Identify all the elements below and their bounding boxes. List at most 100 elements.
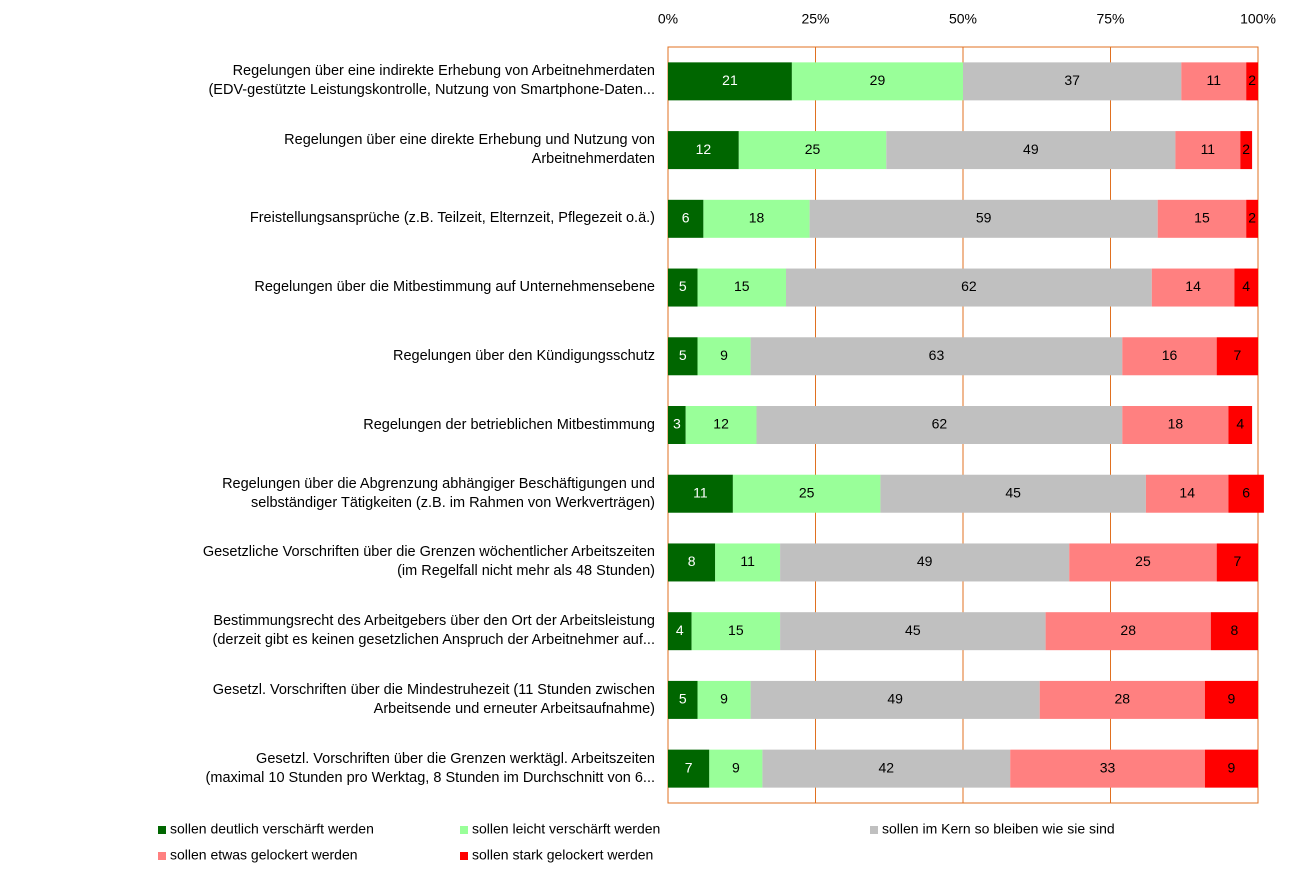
value-label: 25 [805,141,821,157]
bar-segment [691,612,781,651]
value-label: 6 [1242,484,1250,500]
value-label: 2 [1248,72,1256,88]
value-label: 6 [682,210,690,226]
value-label: 11 [1206,72,1221,88]
bar-segment [668,612,692,651]
x-tick-label: 25% [801,11,829,27]
value-label: 7 [1233,553,1241,569]
bar-segment [1175,131,1241,170]
legend-marker [158,826,166,834]
bar-segment [780,543,1070,582]
bar-segment [703,199,810,238]
category-label: Regelungen über eine direkte Erhebung un… [284,132,655,168]
value-label: 2 [1248,210,1256,226]
value-label: 49 [917,553,933,569]
bar-segment [668,268,698,307]
bar-segment [756,406,1123,444]
bar-segment [1204,680,1258,719]
value-label: 7 [1233,347,1241,363]
bar-segment [697,680,751,719]
value-label: 45 [1005,484,1021,500]
bar-segment [963,62,1182,101]
bar-segment [1216,543,1258,582]
bar-segment [786,268,1152,307]
legend-label: sollen im Kern so bleiben wie sie sind [882,821,1115,837]
value-label: 18 [1168,416,1184,432]
bar-segment [1234,268,1258,307]
x-tick-label: 0% [658,11,678,27]
bar-segment [1122,406,1229,444]
value-label: 28 [1115,691,1131,707]
value-label: 62 [961,278,977,294]
bar-segment [668,131,739,170]
value-label: 9 [1228,759,1236,775]
value-label: 59 [976,210,992,226]
value-label: 8 [688,553,696,569]
category-label: Freistellungsansprüche (z.B. Teilzeit, E… [249,210,655,227]
legend-marker [870,826,878,834]
bar-segment [668,680,698,719]
value-label: 3 [673,416,681,432]
value-label: 9 [720,347,728,363]
value-label: 62 [932,416,948,432]
value-label: 11 [740,553,755,569]
bar-segment [685,406,757,444]
value-label: 33 [1100,759,1116,775]
x-tick-label: 100% [1240,11,1276,27]
value-label: 11 [1201,141,1216,157]
category-label: Regelungen der betrieblichen Mitbestimmu… [363,416,655,433]
category-label: Regelungen über den Kündigungsschutz [392,347,655,364]
legend-marker [158,852,166,860]
x-tick-label: 75% [1096,11,1124,27]
value-label: 49 [887,691,903,707]
value-label: 12 [696,141,712,157]
value-label: 4 [1242,278,1250,294]
bar-segment [668,199,704,238]
value-label: 15 [728,622,744,638]
value-label: 11 [693,484,708,500]
value-label: 21 [722,72,738,88]
value-label: 45 [905,622,921,638]
bar-segment [750,337,1123,376]
value-label: 16 [1162,347,1178,363]
bar-segment [1246,62,1258,101]
bar-segment [791,62,963,101]
bar-segment [1246,199,1258,238]
value-label: 8 [1231,622,1239,638]
bar-segment [1045,612,1211,651]
bar-segment [668,749,710,788]
value-label: 63 [929,347,945,363]
value-label: 18 [749,210,765,226]
value-label: 2 [1242,141,1250,157]
bar-segment [780,612,1046,651]
bar-segment [1039,680,1205,719]
bar-segment [1210,612,1258,651]
bar-segment [1151,268,1235,307]
bar-segment [1204,749,1258,788]
value-label: 25 [1135,553,1151,569]
bar-segment [1145,474,1229,513]
legend-label: sollen leicht verschärft werden [472,821,660,837]
value-label: 9 [732,759,740,775]
legend-marker [460,826,468,834]
bar-segment [697,337,751,376]
value-label: 5 [679,278,687,294]
value-label: 12 [713,416,729,432]
value-label: 4 [1236,416,1244,432]
bar-segment [1122,337,1217,376]
category-label: Regelungen über die Mitbestimmung auf Un… [254,279,655,296]
category-label: Regelungen über die Abgrenzung abhängige… [222,475,655,511]
bar-segment [1181,62,1247,101]
bar-segment [732,474,881,513]
bar-segment [668,474,733,513]
bar-segment [880,474,1146,513]
category-label: Gesetzl. Vorschriften über die Grenzen w… [205,750,655,786]
x-tick-label: 50% [949,11,977,27]
bar-segment [750,680,1040,719]
value-label: 42 [879,759,895,775]
value-label: 5 [679,347,687,363]
value-label: 15 [734,278,750,294]
bar-segment [1228,406,1253,444]
